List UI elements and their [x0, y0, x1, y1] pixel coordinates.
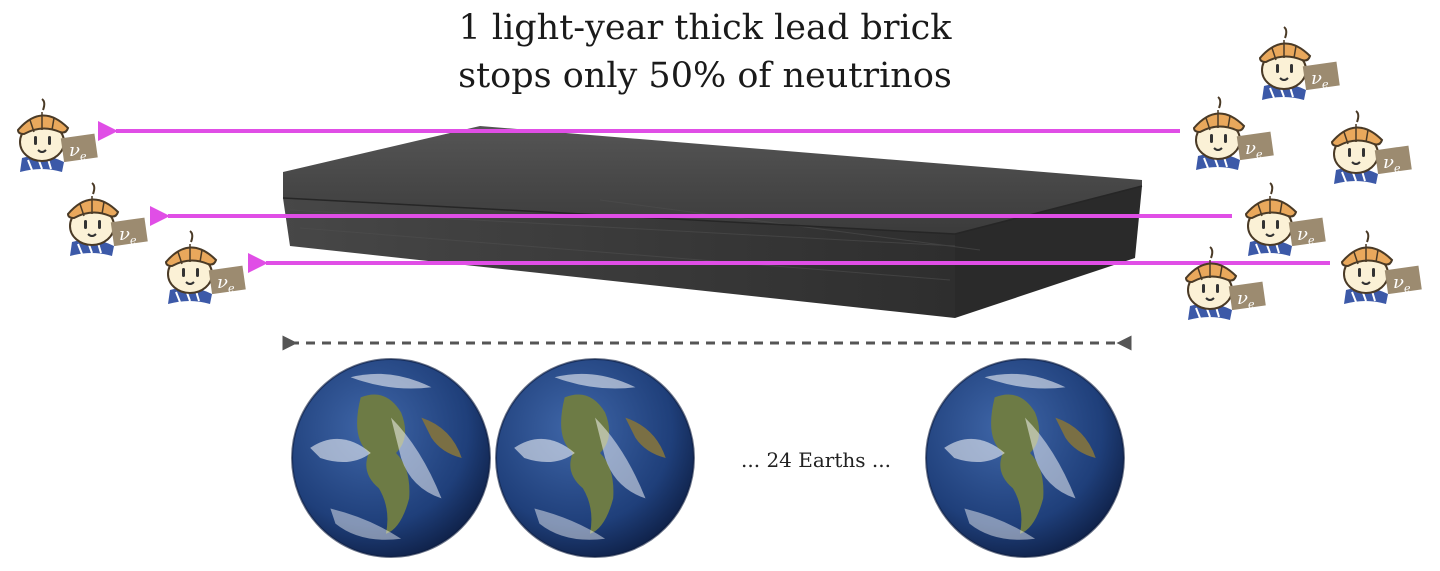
- neutrino-mascot-icon: νe: [1331, 110, 1413, 185]
- lead-brick: [282, 126, 1143, 318]
- neutrino-mascot-icon: νe: [1341, 230, 1423, 305]
- earths-caption: ... 24 Earths ...: [741, 448, 891, 472]
- title-line-2: stops only 50% of neutrinos: [458, 56, 952, 96]
- neutrino-mascot-icon: νe: [1185, 246, 1267, 321]
- neutrino-mascot-icon: νe: [1193, 96, 1275, 171]
- neutrino-mascot-icon: νe: [1259, 26, 1341, 101]
- neutrino-mascot-icon: νe: [17, 98, 99, 173]
- diagram-title: 1 light-year thick lead brick stops only…: [0, 4, 1410, 100]
- earth-icon: [925, 358, 1125, 558]
- neutrino-mascot-icon: νe: [165, 230, 247, 305]
- earth-icon: [291, 358, 491, 558]
- neutrino-mascot-icon: νe: [1245, 182, 1327, 257]
- neutrino-mascot-icon: νe: [67, 182, 149, 257]
- title-line-1: 1 light-year thick lead brick: [458, 8, 952, 48]
- earth-icon: [495, 358, 695, 558]
